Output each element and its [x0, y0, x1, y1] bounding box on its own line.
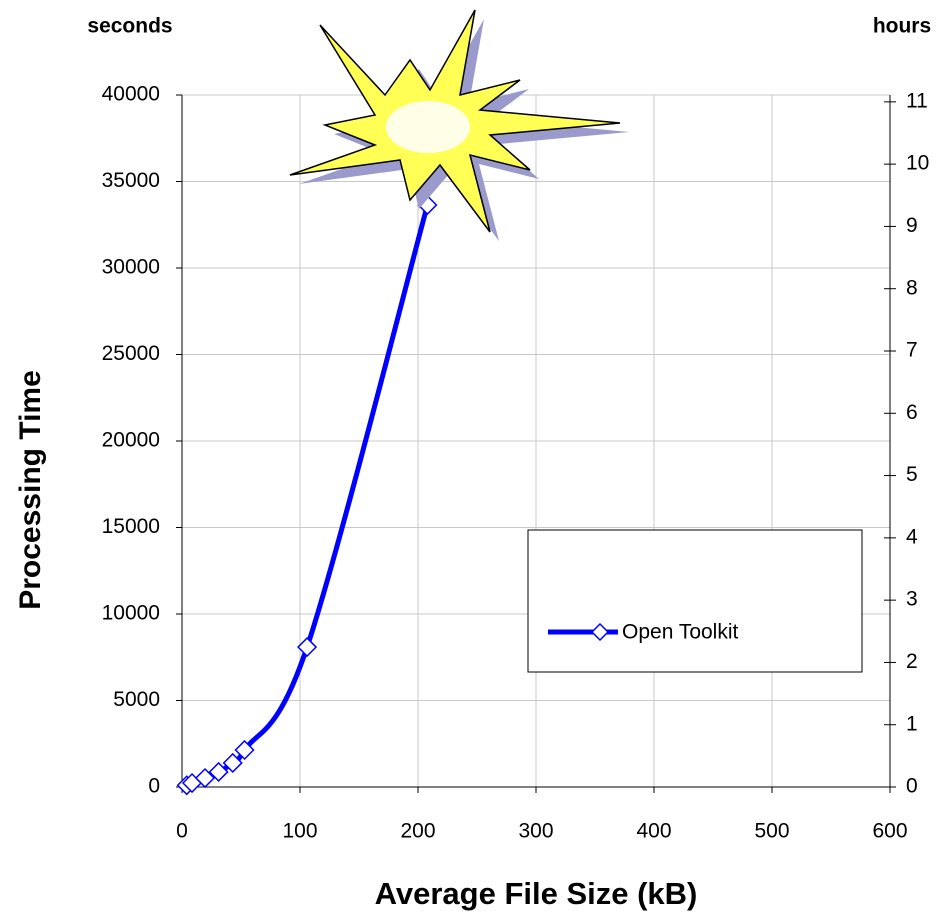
- y-tick-label: 35000: [102, 169, 160, 192]
- x-tick-label: 300: [518, 820, 553, 843]
- series-line: [185, 204, 430, 788]
- y-tick-label: 0: [148, 775, 160, 798]
- legend: Open Toolkit: [527, 529, 863, 673]
- y-tick-label: 20000: [102, 429, 160, 452]
- data-point: [194, 767, 216, 789]
- y2-tick-label: 4: [906, 525, 918, 548]
- data-point: [222, 752, 243, 774]
- x-tick-label: 200: [400, 820, 435, 843]
- y2-tick-label: 7: [906, 339, 918, 362]
- y2-unit: hours: [873, 15, 931, 38]
- y2-tick-label: 6: [906, 401, 918, 424]
- y2-tick-label: 9: [906, 214, 918, 237]
- explosion: [289, 9, 629, 241]
- x-tick-label: 0: [176, 820, 188, 843]
- y-tick-label: 40000: [102, 83, 160, 106]
- y-axis-title: Processing Time: [14, 370, 47, 610]
- x-tick-label: 100: [282, 820, 317, 843]
- legend-marker: [590, 622, 610, 642]
- y-tick-label: 30000: [102, 256, 160, 279]
- y2-tick-label: 1: [906, 712, 918, 735]
- y-unit: seconds: [87, 15, 172, 38]
- x-tick-label: 600: [872, 820, 907, 843]
- x-tick-label: 400: [636, 820, 671, 843]
- explosion-glow: [386, 101, 470, 153]
- y2-tick-label: 10: [906, 152, 929, 175]
- data-point: [208, 761, 229, 783]
- legend-label: Open Toolkit: [622, 621, 739, 644]
- y2-tick-label: 3: [906, 588, 918, 611]
- x-axis-title: Average File Size (kB): [375, 876, 698, 911]
- y-tick-label: 5000: [113, 688, 160, 711]
- y2-tick-label: 5: [906, 463, 918, 486]
- data-point: [297, 636, 318, 658]
- legend-box: [527, 529, 863, 673]
- y-tick-label: 15000: [102, 515, 160, 538]
- y2-tick-label: 2: [906, 650, 918, 673]
- y2-tick-label: 0: [906, 775, 918, 798]
- data-point: [234, 739, 255, 761]
- x-tick-label: 500: [754, 820, 789, 843]
- y2-tick-label: 11: [906, 89, 928, 112]
- y-tick-label: 10000: [102, 602, 160, 625]
- plot-area: 0 100 200 300 400 500 600050001000015000200002…: [102, 83, 930, 843]
- y-tick-label: 25000: [102, 342, 160, 365]
- y2-tick-label: 8: [906, 276, 918, 299]
